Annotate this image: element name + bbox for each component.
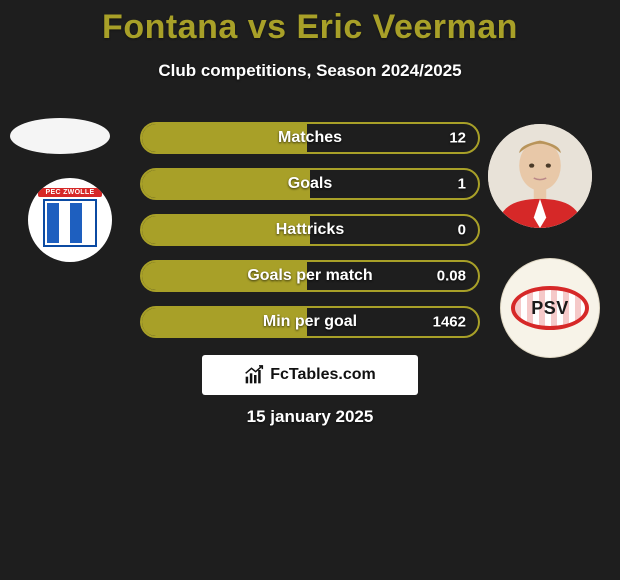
stat-label: Hattricks [142, 221, 478, 239]
stat-label: Matches [142, 129, 478, 147]
left-player-silhouette [10, 118, 110, 154]
subtitle: Club competitions, Season 2024/2025 [0, 61, 620, 81]
left-club-badge: PEC ZWOLLE [28, 178, 112, 262]
stat-row: Goals per match0.08 [140, 260, 480, 292]
stat-value: 1462 [433, 314, 466, 331]
stat-label: Min per goal [142, 313, 478, 331]
stat-row: Min per goal1462 [140, 306, 480, 338]
stat-label: Goals [142, 175, 478, 193]
psv-label: PSV [531, 298, 569, 319]
pec-zwolle-badge: PEC ZWOLLE [38, 188, 102, 252]
psv-badge: PSV [511, 286, 589, 330]
chart-growth-icon [244, 365, 264, 385]
stat-value: 0 [458, 222, 466, 239]
right-club-badge: PSV [500, 258, 600, 358]
source-box: FcTables.com [202, 355, 418, 395]
stat-label: Goals per match [142, 267, 478, 285]
stat-value: 12 [449, 130, 466, 147]
player-portrait [488, 124, 592, 228]
right-player-avatar [488, 124, 592, 228]
page-title: Fontana vs Eric Veerman [0, 0, 620, 47]
stats-container: Matches12 Goals1 Hattricks0 Goals per match… [140, 122, 480, 352]
stat-row: Matches12 [140, 122, 480, 154]
stat-row: Goals1 [140, 168, 480, 200]
date-label: 15 january 2025 [0, 407, 620, 427]
stat-row: Hattricks0 [140, 214, 480, 246]
source-label: FcTables.com [270, 366, 376, 384]
stat-value: 1 [458, 176, 466, 193]
pec-banner-text: PEC ZWOLLE [38, 188, 102, 197]
stat-value: 0.08 [437, 268, 466, 285]
